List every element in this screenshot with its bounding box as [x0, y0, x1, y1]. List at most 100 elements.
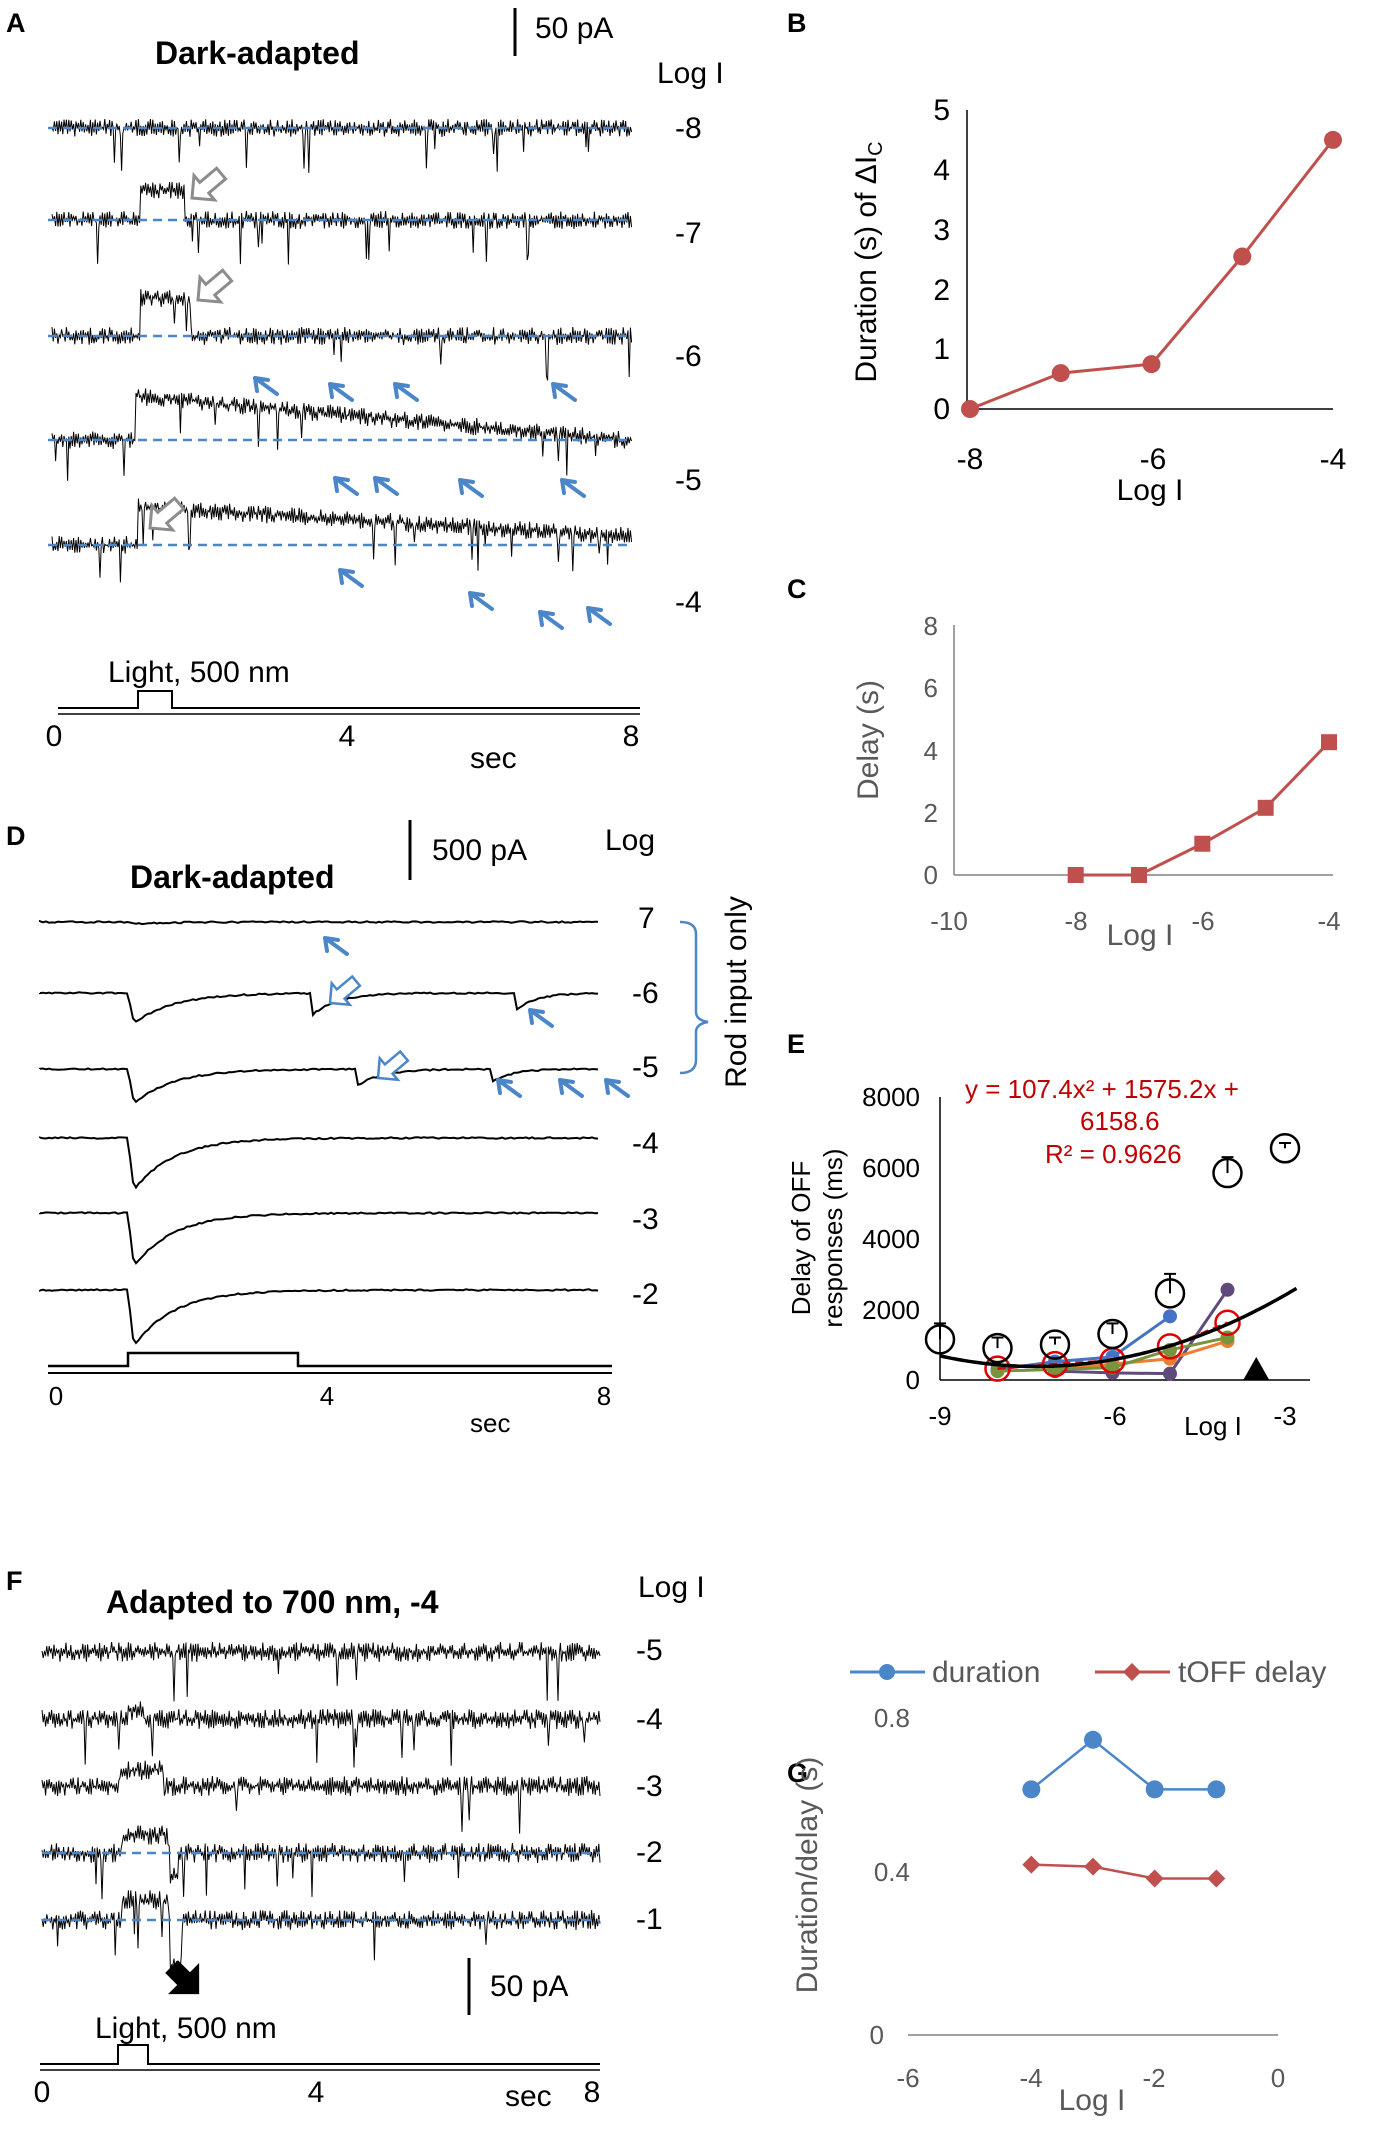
panel-f-scale-label: 50 pA — [490, 1970, 568, 2003]
panel-g-y-tick: 0 — [870, 2020, 884, 2050]
panel-d-x-unit: sec — [470, 1408, 510, 1438]
panel-f-x-tick: 8 — [584, 2076, 601, 2109]
panel-e-r-squared: R² = 0.9626 — [1045, 1139, 1182, 1169]
panel-letter-a: A — [6, 8, 26, 38]
panel-f-trace — [41, 1701, 601, 1768]
panel-a-scale-label: 50 pA — [535, 12, 613, 45]
panel-e-cell-point — [1163, 1366, 1177, 1381]
panel-e-y-tick: 0 — [906, 1365, 920, 1395]
panel-d-trace-label: 7 — [638, 902, 655, 935]
panel-d-trace-label: -5 — [632, 1051, 659, 1084]
panel-a-trace-label: -8 — [675, 112, 702, 145]
legend-toff-marker — [1123, 1663, 1141, 1681]
panel-e-cell-point — [1220, 1282, 1235, 1297]
panel-d-x-tick: 0 — [49, 1381, 63, 1411]
panel-a-trace-label: -4 — [675, 586, 702, 619]
panel-b-plot — [961, 130, 1342, 418]
panel-d-bracket — [679, 920, 709, 1075]
panel-a-blue-arrow — [373, 476, 399, 496]
panel-e-x-tick: -9 — [928, 1401, 951, 1431]
panel-d-trace-label: -2 — [632, 1278, 659, 1311]
panel-g-x-tick: -4 — [1019, 2063, 1042, 2093]
panel-letter-e: E — [787, 1029, 805, 1059]
panel-e-plot — [924, 1133, 1301, 1382]
panel-a-stimulus-trace — [58, 690, 640, 709]
panel-d-log-header: Log — [605, 824, 655, 857]
panel-f: F Adapted to 700 nm, -4 Log I -5 -4 -3 -… — [6, 1566, 705, 2113]
panel-g-data-point — [1022, 1855, 1041, 1874]
panel-e-equation: 6158.6 — [1080, 1106, 1160, 1136]
panel-a-blue-arrow — [468, 591, 494, 611]
panel-g-data-point — [1022, 1780, 1041, 1799]
panel-a-trace-label: -5 — [675, 464, 702, 497]
panel-f-trace-label: -1 — [636, 1903, 663, 1936]
panel-a-trace-label: -6 — [675, 340, 702, 373]
panel-d-x-tick: 4 — [320, 1381, 334, 1411]
panel-c-data-point — [1131, 867, 1147, 883]
panel-a-log-header: Log I — [657, 57, 724, 90]
panel-g-series-line — [1031, 1863, 1217, 1880]
panel-e-mean-point — [1212, 1157, 1243, 1189]
panel-d-trace — [39, 919, 599, 926]
panel-g-x-tick: 0 — [1271, 2063, 1285, 2093]
panel-e-red-point — [1156, 1333, 1184, 1360]
panel-a-grey-arrow — [196, 268, 234, 304]
panel-e-x-tick: -3 — [1273, 1401, 1296, 1431]
panel-a-blue-arrow — [333, 476, 359, 496]
panel-e-y-tick: 4000 — [862, 1224, 920, 1254]
panel-d-trace — [39, 1136, 599, 1190]
panel-d-blue-arrow — [528, 1008, 554, 1028]
panel-a-blue-arrow — [253, 376, 279, 396]
panel-a-grey-arrow — [190, 166, 228, 202]
panel-a-x-tick: 8 — [623, 720, 640, 753]
panel-c-data-point — [1194, 835, 1211, 852]
panel-e-cell-point — [1163, 1309, 1177, 1324]
panel-e-mean-point — [1269, 1133, 1301, 1164]
panel-a-blue-arrow — [328, 382, 354, 402]
panel-g-x-label: Log I — [1059, 2084, 1126, 2117]
panel-c-x-tick: -8 — [1064, 906, 1087, 936]
panel-b-y-label: Duration (s) of ΔIC — [850, 141, 887, 382]
panel-d-trace — [39, 1211, 599, 1265]
panel-a-stimulus-label: Light, 500 nm — [108, 656, 290, 689]
panel-b-y-tick: 0 — [933, 393, 950, 426]
panel-e-cell-line — [1054, 1339, 1228, 1371]
panel-d-trace — [39, 991, 598, 1023]
panel-b-data-point — [961, 400, 979, 418]
panel-a-blue-arrow — [551, 382, 577, 402]
panel-e-y-label: Delay of OFF — [786, 1161, 816, 1316]
panel-f-log-header: Log I — [638, 1571, 705, 1604]
panel-b-y-tick: 4 — [933, 154, 950, 187]
panel-d-trace — [39, 1067, 599, 1104]
panel-g-data-point — [1084, 1730, 1102, 1749]
panel-e-mean-point — [1154, 1278, 1186, 1309]
panel-f-trace — [41, 1641, 601, 1702]
panel-f-stimulus-label: Light, 500 nm — [95, 2012, 277, 2045]
panel-f-trace — [41, 1825, 601, 1900]
panel-f-stimulus-trace — [40, 2044, 600, 2065]
panel-e-mean-point — [1039, 1329, 1071, 1360]
panel-letter-g: G — [787, 1758, 808, 1788]
panel-b-x-label: Log I — [1117, 474, 1184, 507]
panel-b-data-point — [1233, 247, 1252, 266]
panel-c-y-tick: 4 — [924, 736, 938, 766]
panel-b: B 0 1 2 3 4 5 -8 -6 -4 Log I Duration (s… — [787, 8, 1346, 507]
panel-c-y-tick: 8 — [924, 611, 938, 641]
panel-d-blue-arrow — [604, 1078, 630, 1098]
panel-e: E 0 2000 4000 6000 8000 -9 -6 -3 Log I D… — [786, 1029, 1310, 1441]
panel-c-data-point — [1067, 867, 1084, 883]
panel-e-y-tick: 6000 — [862, 1153, 920, 1183]
panel-d-bracket-label: Rod input only — [720, 896, 753, 1088]
panel-a-blue-arrow — [393, 382, 419, 402]
panel-g-data-point — [1145, 1869, 1164, 1888]
panel-a-blue-arrow — [538, 610, 564, 630]
panel-c-y-tick: 2 — [924, 798, 938, 828]
panel-d-x-tick: 8 — [597, 1381, 611, 1411]
panel-b-data-point — [1142, 355, 1161, 374]
legend-duration-label: duration — [932, 1656, 1040, 1689]
panel-b-y-tick: 3 — [933, 214, 950, 247]
panel-c: C 0 2 4 6 8 -10 -8 -6 -4 Log I Delay (s) — [787, 574, 1341, 952]
panel-d-trace-label: -6 — [632, 977, 659, 1010]
panel-e-mean-point — [982, 1332, 1013, 1364]
panel-c-plot — [1067, 734, 1337, 883]
